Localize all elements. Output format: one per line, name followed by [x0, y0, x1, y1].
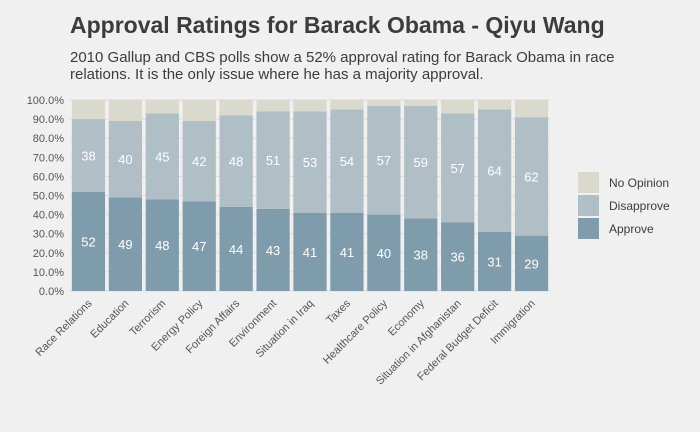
bar-no-opinion-education [108, 100, 142, 122]
data-label-approve: 29 [524, 256, 538, 271]
data-label-approve: 43 [266, 243, 280, 258]
bar-disapprove-foreign-affairs [219, 115, 253, 207]
y-tick-label: 30.0% [33, 229, 64, 241]
legend: No Opinion Disapprove Approve [578, 171, 670, 240]
bar-disapprove-education [108, 121, 142, 198]
bar-approve-race-relations [71, 191, 106, 291]
y-tick-label: 10.0% [33, 267, 64, 279]
data-label-approve: 41 [303, 245, 317, 260]
bar-approve-foreign-affairs [219, 206, 253, 291]
bar-disapprove-situation-in-afghanistan [441, 113, 475, 223]
data-label-approve: 31 [487, 254, 501, 269]
bar-approve-immigration [514, 235, 549, 291]
y-tick-label: 80.0% [33, 133, 64, 145]
bar-no-opinion-immigration [514, 100, 549, 118]
legend-swatch-disapprove [578, 195, 599, 216]
data-label-approve: 36 [450, 250, 464, 265]
x-tick-label: Healthcare Policy [321, 297, 390, 366]
bar-no-opinion-situation-in-iraq [293, 100, 327, 112]
bar-disapprove-race-relations [71, 119, 106, 192]
y-tick-label: 20.0% [33, 248, 64, 260]
data-label-disapprove: 54 [340, 154, 354, 169]
bar-approve-education [108, 197, 142, 291]
x-tick-label: Education [88, 298, 131, 341]
bar-no-opinion-economy [404, 100, 438, 106]
data-label-disapprove: 53 [303, 155, 317, 170]
bar-no-opinion-foreign-affairs [219, 100, 253, 116]
data-label-disapprove: 59 [414, 155, 428, 170]
y-tick-label: 40.0% [33, 210, 64, 222]
bar-disapprove-environment [256, 111, 290, 209]
bar-no-opinion-race-relations [71, 100, 106, 120]
y-tick-label: 90.0% [33, 114, 64, 126]
data-label-disapprove: 45 [155, 149, 169, 164]
legend-item-approve: Approve [578, 217, 670, 240]
x-tick-label: Taxes [324, 297, 353, 326]
legend-swatch-approve [578, 218, 599, 239]
y-tick-label: 70.0% [33, 152, 64, 164]
data-label-approve: 41 [340, 245, 354, 260]
y-tick-label: 100.0% [27, 95, 65, 107]
bar-no-opinion-taxes [330, 100, 364, 110]
bar-disapprove-economy [404, 105, 438, 219]
legend-swatch-no-opinion [578, 172, 599, 193]
data-label-disapprove: 57 [377, 153, 391, 168]
y-tick-label: 0.0% [39, 286, 64, 298]
legend-label-disapprove: Disapprove [609, 198, 670, 213]
chart-subtitle: 2010 Gallup and CBS polls show a 52% app… [70, 49, 615, 83]
data-label-disapprove: 64 [487, 164, 501, 179]
bar-no-opinion-situation-in-afghanistan [441, 100, 475, 114]
y-tick-label: 60.0% [33, 171, 64, 183]
data-label-approve: 47 [192, 239, 206, 254]
bar-no-opinion-environment [256, 100, 290, 112]
bar-no-opinion-energy-policy [182, 100, 216, 122]
bar-approve-environment [256, 208, 290, 291]
bar-approve-situation-in-iraq [293, 212, 327, 291]
chart-title: Approval Ratings for Barack Obama - Qiyu… [70, 12, 605, 38]
bar-no-opinion-healthcare-policy [367, 100, 401, 106]
bar-approve-economy [404, 218, 438, 291]
data-label-disapprove: 48 [229, 154, 243, 169]
data-label-disapprove: 38 [81, 148, 95, 163]
data-label-disapprove: 51 [266, 153, 280, 168]
bar-approve-federal-budget-deficit [478, 231, 512, 291]
data-label-approve: 52 [81, 234, 95, 249]
data-label-disapprove: 42 [192, 154, 206, 169]
data-label-approve: 44 [229, 242, 243, 257]
data-label-disapprove: 57 [450, 161, 464, 176]
bar-disapprove-taxes [330, 109, 364, 213]
bar-no-opinion-terrorism [145, 100, 179, 114]
data-label-approve: 48 [155, 238, 169, 253]
bar-disapprove-healthcare-policy [367, 105, 401, 215]
legend-label-no-opinion: No Opinion [609, 175, 670, 190]
bar-disapprove-terrorism [145, 113, 179, 200]
bar-disapprove-immigration [514, 117, 549, 236]
data-label-disapprove: 40 [118, 152, 132, 167]
legend-item-disapprove: Disapprove [578, 194, 670, 217]
bar-approve-situation-in-afghanistan [441, 222, 475, 291]
bar-no-opinion-federal-budget-deficit [478, 100, 512, 110]
bar-approve-healthcare-policy [367, 214, 401, 291]
data-label-disapprove: 62 [524, 169, 538, 184]
legend-item-no-opinion: No Opinion [578, 171, 670, 194]
bar-approve-terrorism [145, 199, 179, 291]
bar-disapprove-energy-policy [182, 121, 216, 202]
data-label-approve: 40 [377, 246, 391, 261]
bar-disapprove-federal-budget-deficit [478, 109, 512, 232]
bar-approve-taxes [330, 212, 364, 291]
bar-approve-energy-policy [182, 201, 216, 291]
x-tick-label: Race Relations [33, 297, 95, 359]
data-label-approve: 38 [414, 248, 428, 263]
legend-label-approve: Approve [609, 221, 654, 236]
y-tick-label: 50.0% [33, 191, 64, 203]
data-label-approve: 49 [118, 237, 132, 252]
bar-disapprove-situation-in-iraq [293, 111, 327, 213]
